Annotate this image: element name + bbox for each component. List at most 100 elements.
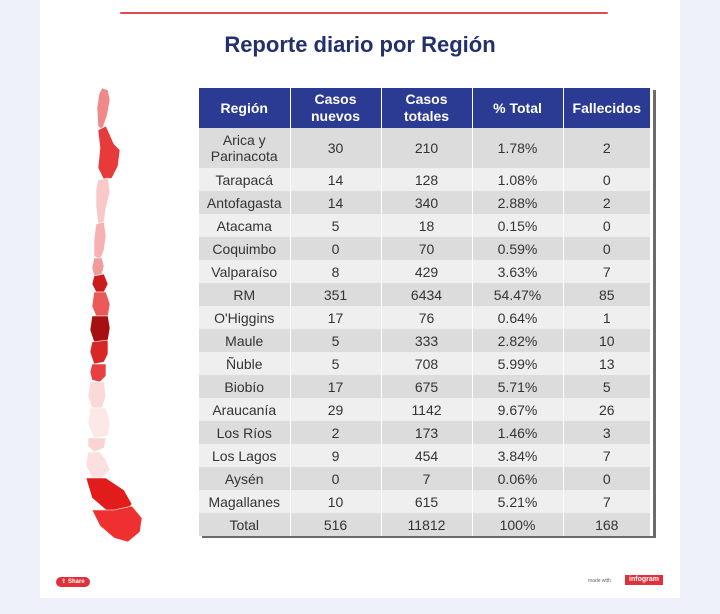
share-label: Share [68, 579, 85, 585]
pct-cell: 2.82% [472, 329, 564, 352]
nuevos-cell: 8 [290, 260, 382, 283]
made-with-text: made with [588, 578, 611, 584]
map-region [87, 437, 107, 453]
map-region [95, 177, 111, 225]
table-row: RM 351 6434 54.47% 85 [199, 283, 650, 306]
map-region [93, 221, 107, 261]
map-region [87, 407, 111, 439]
fallecidos-cell: 168 [563, 513, 650, 536]
table-row: Atacama 5 18 0.15% 0 [199, 214, 650, 237]
map-region [85, 451, 111, 479]
totales-cell: 173 [381, 421, 473, 444]
column-header-text: totales [403, 108, 450, 124]
infographic-card: Reporte diario por Región Región Casos nue… [40, 0, 680, 598]
region-cell: Magallanes [199, 490, 291, 513]
totales-cell: 675 [381, 375, 473, 398]
pct-cell: 1.78% [472, 128, 564, 168]
map-region [96, 87, 111, 131]
nuevos-cell: 351 [290, 283, 382, 306]
pct-cell: 2.88% [472, 191, 564, 214]
fallecidos-cell: 1 [563, 306, 650, 329]
table-row: Los Ríos 2 173 1.46% 3 [199, 421, 650, 444]
column-header-text: Casos [314, 91, 357, 107]
fallecidos-cell: 0 [563, 237, 650, 260]
region-cell: Valparaíso [199, 260, 291, 283]
column-header: Región [199, 88, 291, 128]
table-row: Aysén 0 7 0.06% 0 [199, 467, 650, 490]
pct-cell: 1.46% [472, 421, 564, 444]
column-header: Casos nuevos [290, 88, 382, 128]
fallecidos-cell: 7 [563, 490, 650, 513]
table-row: Biobío 17 675 5.71% 5 [199, 375, 650, 398]
nuevos-cell: 10 [290, 490, 382, 513]
totales-cell: 18 [381, 214, 473, 237]
fallecidos-cell: 5 [563, 375, 650, 398]
totales-cell: 210 [381, 128, 473, 168]
totales-cell: 454 [381, 444, 473, 467]
nuevos-cell: 14 [290, 168, 382, 191]
fallecidos-cell: 85 [563, 283, 650, 306]
totales-cell: 7 [381, 467, 473, 490]
share-icon: ⇪ [61, 579, 67, 585]
map-region [89, 315, 111, 343]
totales-cell: 76 [381, 306, 473, 329]
fallecidos-cell: 0 [563, 214, 650, 237]
region-cell: Aysén [199, 467, 291, 490]
table-row: Maule 5 333 2.82% 10 [199, 329, 650, 352]
nuevos-cell: 17 [290, 375, 382, 398]
pct-cell: 0.59% [472, 237, 564, 260]
nuevos-cell: 5 [290, 352, 382, 375]
pct-cell: 100% [472, 513, 564, 536]
fallecidos-cell: 10 [563, 329, 650, 352]
nuevos-cell: 5 [290, 329, 382, 352]
pct-cell: 3.84% [472, 444, 564, 467]
pct-cell: 5.99% [472, 352, 564, 375]
map-region [91, 257, 105, 277]
region-cell: Total [199, 513, 291, 536]
map-region [91, 273, 109, 293]
map-region [87, 381, 107, 409]
nuevos-cell: 29 [290, 398, 382, 421]
pct-cell: 1.08% [472, 168, 564, 191]
share-button[interactable]: ⇪ Share [56, 577, 90, 587]
nuevos-cell: 14 [290, 191, 382, 214]
fallecidos-cell: 7 [563, 444, 650, 467]
region-cell: Arica y Parinacota [199, 128, 291, 168]
fallecidos-cell: 13 [563, 352, 650, 375]
region-cell: Biobío [199, 375, 291, 398]
nuevos-cell: 9 [290, 444, 382, 467]
totales-cell: 70 [381, 237, 473, 260]
table-header-row: Región Casos nuevos Casos totales% Total Fall… [199, 88, 650, 128]
fallecidos-cell: 2 [563, 191, 650, 214]
region-cell: Antofagasta [199, 191, 291, 214]
brand-logo[interactable]: infogram [625, 575, 663, 585]
region-cell: Ñuble [199, 352, 291, 375]
region-cell: Atacama [199, 214, 291, 237]
column-header-text: Casos [405, 91, 448, 107]
region-cell-line: Parinacota [210, 148, 278, 164]
nuevos-cell: 17 [290, 306, 382, 329]
table-row: Ñuble 5 708 5.99% 13 [199, 352, 650, 375]
region-cell: RM [199, 283, 291, 306]
region-cell: Maule [199, 329, 291, 352]
totales-cell: 340 [381, 191, 473, 214]
pct-cell: 0.15% [472, 214, 564, 237]
page-title: Reporte diario por Región [224, 32, 496, 57]
table-row: Valparaíso 8 429 3.63% 7 [199, 260, 650, 283]
pct-cell: 5.21% [472, 490, 564, 513]
totales-cell: 6434 [381, 283, 473, 306]
totales-cell: 615 [381, 490, 473, 513]
fallecidos-cell: 7 [563, 260, 650, 283]
region-cell: Coquimbo [199, 237, 291, 260]
map-region [89, 339, 109, 365]
region-cell: O'Higgins [199, 306, 291, 329]
totales-cell: 128 [381, 168, 473, 191]
table-row: O'Higgins 17 76 0.64% 1 [199, 306, 650, 329]
table-row: Coquimbo 0 70 0.59% 0 [199, 237, 650, 260]
nuevos-cell: 5 [290, 214, 382, 237]
region-cell: Tarapacá [199, 168, 291, 191]
column-header: % Total [472, 88, 564, 128]
fallecidos-cell: 26 [563, 398, 650, 421]
pct-cell: 54.47% [472, 283, 564, 306]
fallecidos-cell: 3 [563, 421, 650, 444]
